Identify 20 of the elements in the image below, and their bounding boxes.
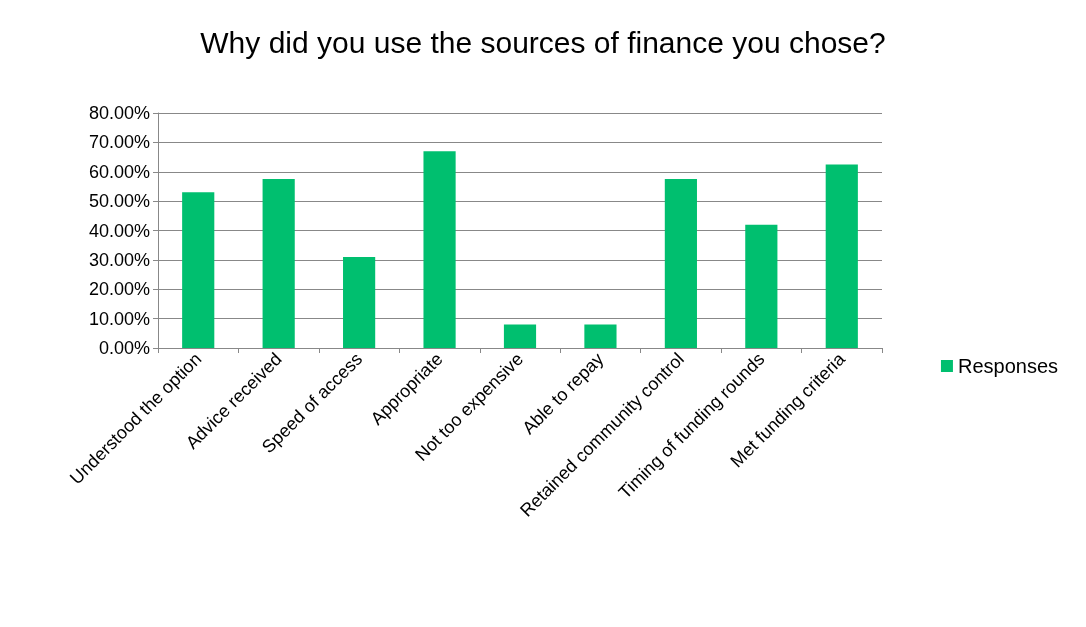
y-tick-label: 20.00%: [88, 279, 150, 300]
y-tick-label: 80.00%: [88, 103, 150, 123]
y-tick-label: 50.00%: [88, 191, 150, 212]
y-tick-label: 70.00%: [88, 132, 150, 153]
bar: [262, 179, 295, 348]
bar: [503, 324, 537, 348]
y-tick-label: 10.00%: [88, 308, 150, 329]
bar: [664, 179, 697, 348]
y-tick-label: 0.00%: [98, 338, 150, 358]
chart-title: Why did you use the sources of finance you chose?: [200, 25, 886, 59]
bar: [343, 256, 376, 348]
bar: [182, 192, 215, 348]
bar: [825, 164, 858, 348]
y-tick-label: 40.00%: [88, 220, 150, 241]
bar: [745, 224, 778, 348]
legend-label: Responses: [957, 355, 1058, 377]
y-tick-label: 30.00%: [88, 249, 150, 270]
bar: [584, 324, 617, 348]
bar: [423, 151, 456, 348]
y-tick-label: 60.00%: [88, 161, 150, 182]
